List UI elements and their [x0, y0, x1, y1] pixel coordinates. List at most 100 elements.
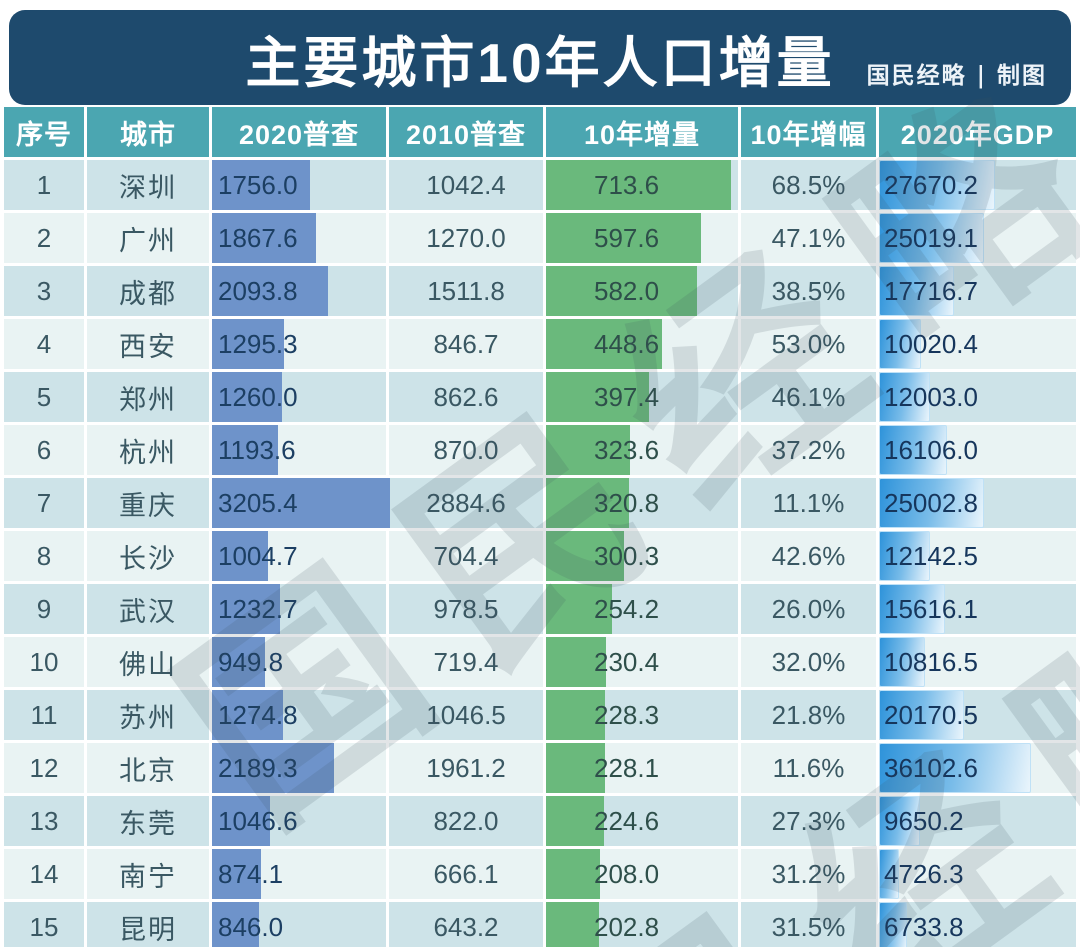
census-2010-value: 666.1 — [433, 859, 499, 889]
row-index-cell: 2 — [4, 213, 87, 263]
growth-value: 208.0 — [594, 859, 660, 889]
census-2010-cell: 2884.6 — [389, 478, 546, 528]
gdp-cell: 6733.8 — [879, 902, 1076, 947]
gdp-cell: 25019.1 — [879, 213, 1076, 263]
census-2020-bar — [212, 584, 280, 634]
census-2010-cell: 643.2 — [389, 902, 546, 947]
title-panel: 主要城市10年人口增量 国民经略 | 制图 — [9, 10, 1071, 105]
census-2020-value: 1193.6 — [218, 435, 296, 465]
growth-pct-value: 68.5% — [771, 170, 846, 200]
census-2020-value: 1867.6 — [218, 223, 298, 253]
census-2010-value: 978.5 — [433, 594, 499, 624]
census-2010-value: 704.4 — [433, 541, 499, 571]
census-2020-bar — [212, 372, 282, 422]
growth-bar — [546, 743, 605, 793]
growth-pct-value: 27.3% — [771, 806, 846, 836]
census-2020-value: 2189.3 — [218, 753, 298, 783]
city-name-cell: 广州 — [87, 213, 212, 263]
city-name-cell: 深圳 — [87, 160, 212, 210]
census-2020-value: 846.0 — [218, 912, 284, 942]
census-2010-cell: 1042.4 — [389, 160, 546, 210]
census-2020-value: 1004.7 — [218, 541, 298, 571]
gdp-bar — [879, 160, 995, 210]
gdp-value: 25002.8 — [884, 488, 978, 518]
census-2010-value: 1961.2 — [426, 753, 506, 783]
gdp-value: 17716.7 — [884, 276, 978, 306]
growth-bar — [546, 902, 599, 947]
growth-value: 323.6 — [594, 435, 660, 465]
census-2020-value: 874.1 — [218, 859, 284, 889]
census-2010-value: 862.6 — [433, 382, 499, 412]
census-2010-value: 1042.4 — [426, 170, 506, 200]
column-header-census2020: 2020普查 — [212, 107, 389, 157]
gdp-value: 15616.1 — [884, 594, 978, 624]
census-2010-value: 822.0 — [433, 806, 499, 836]
census-2020-value: 1046.6 — [218, 806, 298, 836]
gdp-cell: 15616.1 — [879, 584, 1076, 634]
growth-pct-value: 32.0% — [771, 647, 846, 677]
census-2020-cell: 3205.4 — [212, 478, 390, 528]
growth-bar — [546, 372, 649, 422]
growth-pct-cell: 31.2% — [741, 849, 879, 899]
gdp-cell: 36102.6 — [879, 743, 1076, 793]
growth-pct-value: 21.8% — [771, 700, 846, 730]
gdp-bar — [879, 266, 954, 316]
gdp-cell: 12003.0 — [879, 372, 1076, 422]
census-2010-cell: 704.4 — [389, 531, 546, 581]
city-name-cell: 东莞 — [87, 796, 212, 846]
growth-value: 582.0 — [594, 276, 660, 306]
gdp-cell: 9650.2 — [879, 796, 1076, 846]
growth-bar — [546, 213, 701, 263]
growth-cell: 230.4 — [546, 637, 741, 687]
city-name-cell: 苏州 — [87, 690, 212, 740]
growth-pct-cell: 32.0% — [741, 637, 879, 687]
census-2020-value: 1260.0 — [218, 382, 298, 412]
row-index-cell: 9 — [4, 584, 87, 634]
column-header-index: 序号 — [4, 107, 87, 157]
gdp-value: 36102.6 — [884, 753, 978, 783]
growth-bar — [546, 796, 604, 846]
census-2020-cell: 1193.6 — [212, 425, 389, 475]
census-2020-value: 1756.0 — [218, 170, 298, 200]
table-row: 1 深圳 1756.0 1042.4 713.6 68.5% 27670.2 — [4, 160, 1076, 213]
census-2020-cell: 1274.8 — [212, 690, 389, 740]
census-2010-cell: 862.6 — [389, 372, 546, 422]
census-2020-bar — [212, 902, 259, 947]
growth-cell: 320.8 — [546, 478, 741, 528]
table-row: 12 北京 2189.3 1961.2 228.1 11.6% 36102.6 — [4, 743, 1076, 796]
growth-cell: 582.0 — [546, 266, 741, 316]
growth-bar — [546, 690, 605, 740]
growth-pct-value: 42.6% — [771, 541, 846, 571]
city-name-cell: 武汉 — [87, 584, 212, 634]
gdp-cell: 10816.5 — [879, 637, 1076, 687]
census-2020-bar — [212, 637, 265, 687]
row-index-cell: 10 — [4, 637, 87, 687]
growth-bar — [546, 425, 630, 475]
row-index-cell: 3 — [4, 266, 87, 316]
gdp-bar — [879, 690, 964, 740]
census-2010-cell: 1511.8 — [389, 266, 546, 316]
city-name-cell: 杭州 — [87, 425, 212, 475]
census-2020-cell: 2093.8 — [212, 266, 389, 316]
growth-cell: 713.6 — [546, 160, 741, 210]
growth-pct-cell: 42.6% — [741, 531, 879, 581]
growth-value: 397.4 — [594, 382, 660, 412]
growth-cell: 448.6 — [546, 319, 741, 369]
census-2010-value: 1046.5 — [426, 700, 506, 730]
table-row: 6 杭州 1193.6 870.0 323.6 37.2% 16106.0 — [4, 425, 1076, 478]
census-2010-cell: 666.1 — [389, 849, 546, 899]
growth-pct-cell: 21.8% — [741, 690, 879, 740]
census-2010-value: 719.4 — [433, 647, 499, 677]
column-header-city: 城市 — [87, 107, 212, 157]
census-2020-bar — [212, 213, 316, 263]
growth-pct-value: 11.1% — [772, 488, 845, 518]
growth-value: 202.8 — [594, 912, 660, 942]
gdp-bar — [879, 743, 1031, 793]
growth-value: 224.6 — [594, 806, 660, 836]
census-2020-cell: 1232.7 — [212, 584, 389, 634]
gdp-bar — [879, 319, 921, 369]
census-2020-cell: 949.8 — [212, 637, 389, 687]
city-name-cell: 长沙 — [87, 531, 212, 581]
row-index-cell: 11 — [4, 690, 87, 740]
